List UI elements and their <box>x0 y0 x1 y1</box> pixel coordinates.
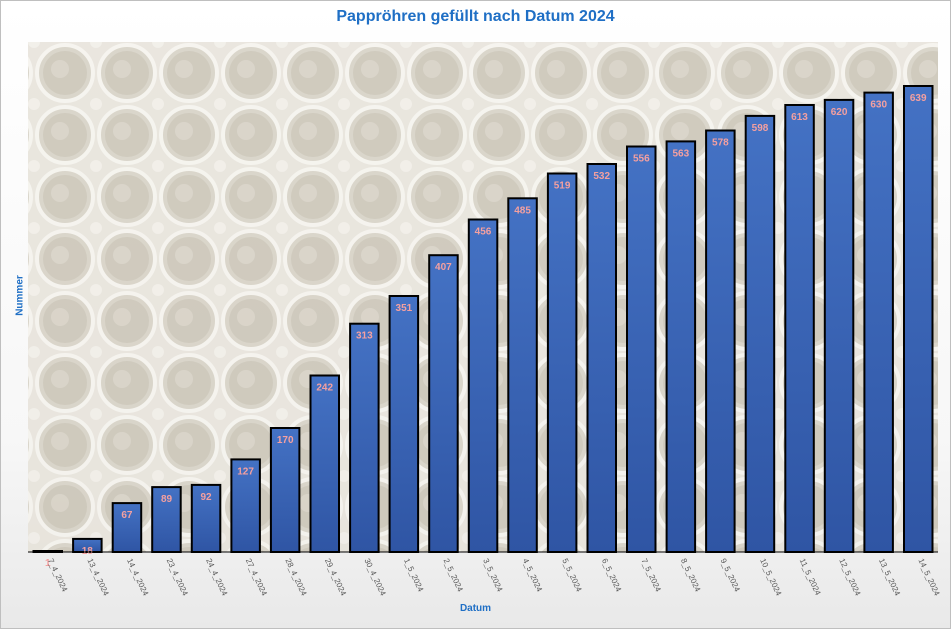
data-label-3_5_2024: 456 <box>475 227 492 238</box>
bar-30_4_2024 <box>349 322 380 554</box>
data-label-14_5_2024: 639 <box>910 93 927 104</box>
chart-title: Pappröhren gefüllt nach Datum 2024 <box>336 8 615 25</box>
bar-7_5_2024 <box>626 145 657 553</box>
data-label-8_5_2024: 563 <box>672 148 689 159</box>
x-tick-label-6_5_2024: 6_5_2024 <box>600 557 623 594</box>
bar-29_4_2024 <box>309 374 340 553</box>
data-label-12_5_2024: 620 <box>831 107 848 118</box>
x-tick-label-8_5_2024: 8_5_2024 <box>679 557 702 594</box>
x-tick-label-14_5_2024: 14_5_2024 <box>916 557 941 598</box>
x-tick-label-14_4_2024: 14_4_2024 <box>125 557 150 598</box>
data-label-29_4_2024: 242 <box>316 383 333 394</box>
bar-2_5_2024 <box>428 254 459 553</box>
x-axis-label: Datum <box>459 603 492 614</box>
x-tick-label-3_5_2024: 3_5_2024 <box>481 557 504 594</box>
bar-11_5_2024 <box>784 104 815 553</box>
data-label-13_4_2024: 18 <box>82 546 94 557</box>
x-tick-label-10_5_2024: 10_5_2024 <box>758 557 783 598</box>
bar-10_5_2024 <box>744 114 776 554</box>
bar-5_5_2024 <box>546 172 578 553</box>
data-label-7_5_2024: 556 <box>633 154 650 165</box>
x-tick-label-30_4_2024: 30_4_2024 <box>362 557 387 598</box>
x-tick-label-24_4_2024: 24_4_2024 <box>204 557 229 598</box>
x-tick-label-11_5_2024: 11_5_2024 <box>798 557 823 597</box>
x-tick-label-1_5_2024: 1_5_2024 <box>402 557 425 594</box>
bar-24_4_2024 <box>190 483 222 553</box>
data-label-24_4_2024: 92 <box>200 492 212 503</box>
x-tick-label-13_5_2024: 13_5_2024 <box>877 557 902 598</box>
data-label-2_5_2024: 407 <box>435 262 452 273</box>
bar-28_4_2024 <box>269 427 301 553</box>
x-tick-label-29_4_2024: 29_4_2024 <box>323 557 348 598</box>
data-label-28_4_2024: 170 <box>277 435 294 446</box>
bar-14_5_2024 <box>903 85 934 553</box>
data-label-11_5_2024: 613 <box>791 112 808 123</box>
data-label-5_5_2024: 519 <box>554 181 571 192</box>
x-tick-label-27_4_2024: 27_4_2024 <box>244 557 269 598</box>
data-label-30_4_2024: 313 <box>356 331 373 342</box>
bar-13_5_2024 <box>863 91 894 553</box>
bar-3_5_2024 <box>467 218 499 553</box>
x-tick-label-28_4_2024: 28_4_2024 <box>283 557 308 598</box>
bar-12_5_2024 <box>823 98 855 554</box>
data-label-6_5_2024: 532 <box>593 171 610 182</box>
bar-8_5_2024 <box>665 140 697 553</box>
data-label-1_5_2024: 351 <box>396 303 413 314</box>
data-label-23_4_2024: 89 <box>161 494 173 505</box>
data-label-9_5_2024: 578 <box>712 138 729 149</box>
data-label-27_4_2024: 127 <box>237 466 254 477</box>
bar-1_5_2024 <box>388 295 420 553</box>
x-tick-label-4_5_2024: 4_5_2024 <box>521 557 544 594</box>
bar-14_4_2024 <box>111 502 143 554</box>
bar-6_5_2024 <box>586 163 617 553</box>
data-label-4_5_2024: 485 <box>514 205 531 216</box>
data-label-10_5_2024: 598 <box>752 123 769 134</box>
x-tick-label-7_5_2024: 7_5_2024 <box>639 557 662 594</box>
x-tick-label-13_4_2024: 13_4_2024 <box>85 557 110 598</box>
data-label-7_4_2024: 1 <box>45 558 51 569</box>
x-tick-label-12_5_2024: 12_5_2024 <box>837 557 862 598</box>
data-label-13_5_2024: 630 <box>870 100 887 111</box>
bar-9_5_2024 <box>705 129 736 553</box>
bar-4_5_2024 <box>507 197 538 554</box>
x-tick-label-5_5_2024: 5_5_2024 <box>560 557 583 594</box>
x-tick-label-23_4_2024: 23_4_2024 <box>165 557 190 598</box>
x-tick-label-9_5_2024: 9_5_2024 <box>719 557 742 594</box>
bar-27_4_2024 <box>230 458 261 553</box>
x-tick-label-7_4_2024: 7_4_2024 <box>46 557 69 594</box>
x-tick-label-2_5_2024: 2_5_2024 <box>442 557 465 594</box>
data-label-14_4_2024: 67 <box>121 510 133 521</box>
